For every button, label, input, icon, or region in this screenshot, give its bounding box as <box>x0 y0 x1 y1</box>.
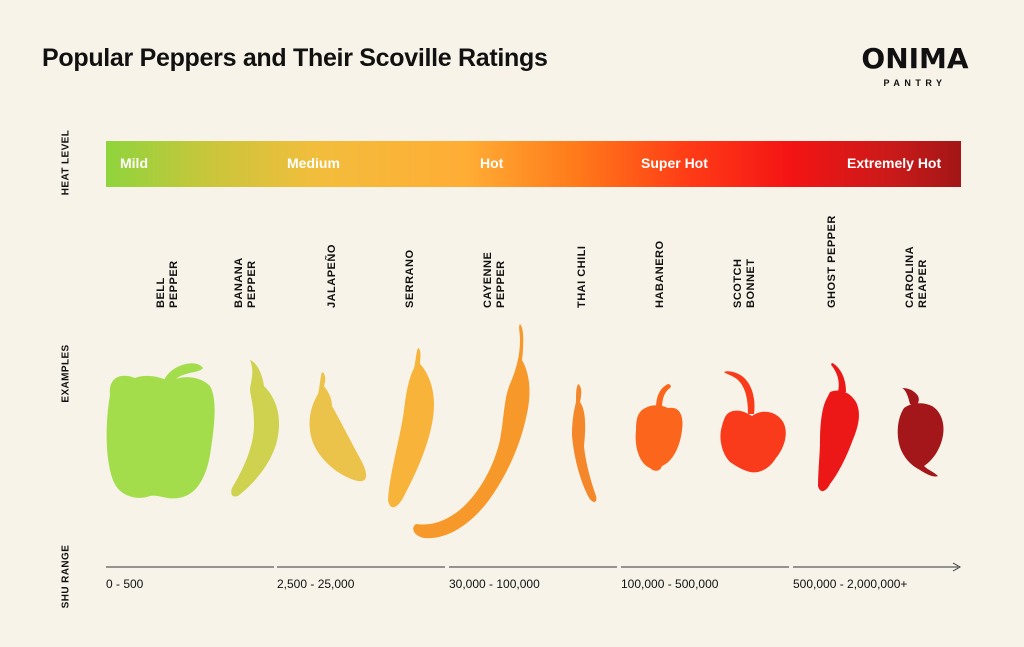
scotch-bonnet-icon <box>720 371 786 473</box>
logo-sub: PANTRY <box>883 78 947 88</box>
axis-arrow-icon <box>952 562 962 572</box>
thai-chili-icon <box>572 384 597 502</box>
serrano-icon <box>388 348 434 508</box>
bell-pepper-icon <box>106 363 215 499</box>
shu-range-4: 100,000 - 500,000 <box>621 577 719 591</box>
shu-range-2: 2,500 - 25,000 <box>277 577 355 591</box>
shu-range-5: 500,000 - 2,000,000+ <box>793 577 908 591</box>
ghost-pepper-icon <box>818 363 859 492</box>
heat-label-hot: Hot <box>480 155 504 171</box>
carolina-reaper-icon <box>897 388 944 477</box>
shu-range-3: 30,000 - 100,000 <box>449 577 540 591</box>
heat-level-bar: Mild Medium Hot Super Hot Extremely Hot <box>106 141 961 187</box>
logo-name: ONIMA <box>861 42 969 75</box>
heat-label-extremely-hot: Extremely Hot <box>847 155 942 171</box>
heat-label-medium: Medium <box>287 155 340 171</box>
page-title: Popular Peppers and Their Scoville Ratin… <box>42 44 548 72</box>
heat-label-mild: Mild <box>120 155 148 171</box>
shu-range-1: 0 - 500 <box>106 577 144 591</box>
heat-label-super-hot: Super Hot <box>641 155 708 171</box>
banana-pepper-icon <box>231 360 280 497</box>
jalapeno-icon <box>309 372 367 482</box>
brand-logo: ONIMA PANTRY <box>852 42 978 89</box>
habanero-icon <box>635 384 683 471</box>
cayenne-icon <box>413 324 530 539</box>
